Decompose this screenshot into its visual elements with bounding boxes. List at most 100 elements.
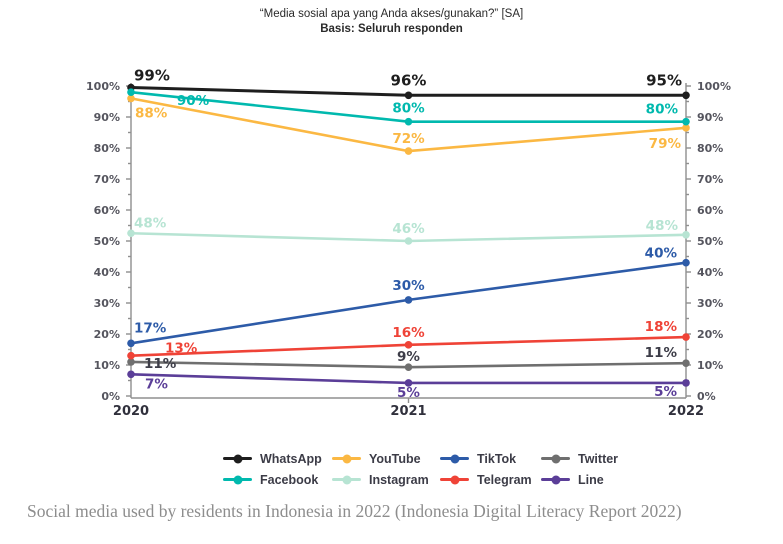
legend-item-whatsapp: WhatsApp (223, 451, 332, 466)
y-tick-label-right: 10% (697, 359, 723, 372)
y-tick-label-left: 50% (94, 235, 120, 248)
legend-label: Twitter (578, 451, 619, 466)
legend-line-dot-icon (223, 475, 252, 484)
value-label-twitter-2021: 9% (397, 349, 420, 365)
legend-dot-icon (450, 454, 459, 463)
x-axis-label: 2022 (668, 404, 704, 419)
series-instagram (127, 229, 690, 245)
point-line-2021 (404, 379, 413, 387)
value-label-tiktok-2021: 30% (392, 278, 425, 294)
y-tick-label-right: 0% (697, 390, 716, 403)
figure-caption: Social media used by residents in Indone… (27, 501, 682, 521)
y-tick-label-right: 30% (697, 297, 723, 310)
legend-item-instagram: Instagram (332, 472, 440, 487)
point-youtube-2022 (682, 124, 690, 132)
legend-line-dot-icon (541, 475, 570, 484)
y-tick-label-right: 50% (697, 235, 723, 248)
value-label-line-2022: 5% (654, 384, 677, 400)
y-tick-label-right: 100% (697, 80, 731, 93)
value-label-instagram-2022: 48% (646, 218, 679, 234)
point-whatsapp-2022 (682, 91, 690, 100)
y-tick-label-right: 20% (697, 328, 723, 341)
point-twitter-2021 (404, 363, 413, 371)
value-label-whatsapp-2020: 99% (134, 67, 170, 85)
value-label-youtube-2022: 79% (649, 136, 682, 152)
point-whatsapp-2021 (404, 91, 413, 100)
value-label-telegram-2022: 18% (645, 319, 678, 335)
series-twitter (127, 358, 690, 371)
chart-svg: 0% 0% 10% 10% 20% 20% 30% 30% 40% 40% 50% 50% 60% 60%… (86, 67, 731, 419)
chart-title: “Media sosial apa yang Anda akses/gunaka… (259, 8, 524, 20)
series-whatsapp (127, 83, 690, 100)
point-facebook-2022 (682, 117, 690, 126)
point-telegram-2020 (127, 351, 135, 360)
legend-dot-icon (342, 475, 351, 484)
value-label-telegram-2020: 13% (165, 341, 198, 357)
legend-label: Instagram (369, 472, 429, 487)
legend-label: TikTok (477, 451, 517, 466)
point-tiktok-2022 (682, 258, 690, 267)
value-label-facebook-2022: 80% (646, 102, 679, 118)
value-label-facebook-2021: 80% (392, 101, 425, 117)
chart-legend: WhatsApp YouTube TikTok Twitter Facebook Inst… (223, 451, 619, 487)
legend-dot-icon (551, 475, 560, 484)
legend-item-line: Line (541, 472, 618, 487)
value-label-youtube-2021: 72% (392, 131, 425, 147)
y-tick-label-left: 10% (94, 359, 120, 372)
value-label-instagram-2020: 48% (134, 215, 167, 231)
point-tiktok-2020 (127, 339, 135, 348)
y-tick-label-left: 0% (101, 390, 120, 403)
point-instagram-2021 (404, 237, 413, 245)
legend-line-dot-icon (223, 454, 252, 463)
value-label-line-2020: 7% (145, 376, 168, 392)
legend-label: Telegram (477, 472, 532, 487)
legend-line-dot-icon (440, 475, 469, 484)
value-label-telegram-2021: 16% (392, 325, 425, 341)
value-label-youtube-2020: 88% (135, 105, 168, 121)
x-axis-label: 2021 (390, 404, 426, 419)
x-axis-label: 2020 (113, 404, 149, 419)
value-label-twitter-2020: 11% (144, 356, 177, 372)
legend-item-facebook: Facebook (223, 473, 332, 487)
point-instagram-2022 (682, 231, 690, 239)
series-telegram (127, 333, 690, 360)
y-tick-label-left: 40% (94, 266, 120, 279)
point-facebook-2020 (127, 88, 135, 96)
y-tick-label-right: 60% (697, 204, 723, 217)
legend-dot-icon (450, 475, 459, 484)
legend-line-dot-icon (440, 454, 469, 463)
legend-label: Line (578, 472, 604, 487)
y-tick-labels: 0% 0% 10% 10% 20% 20% 30% 30% 40% 40% 50% 50% 60% 60%… (86, 80, 731, 403)
y-tick-label-left: 80% (94, 142, 120, 155)
y-tick-label-left: 100% (86, 80, 120, 93)
value-label-whatsapp-2021: 96% (391, 71, 427, 89)
point-twitter-2022 (682, 359, 690, 367)
legend-line-dot-icon (332, 475, 361, 484)
legend-dot-icon (233, 454, 242, 463)
line-chart: 0% 0% 10% 10% 20% 20% 30% 30% 40% 40% 50% 50% 60% 60%… (86, 67, 731, 419)
legend-item-tiktok: TikTok (440, 451, 541, 466)
y-tick-label-left: 70% (94, 173, 120, 186)
point-youtube-2020 (127, 94, 135, 103)
y-tick-label-left: 60% (94, 204, 120, 217)
point-line-2022 (682, 379, 690, 387)
legend-line-dot-icon (332, 454, 361, 463)
legend-dot-icon (233, 475, 242, 484)
legend-item-telegram: Telegram (440, 472, 541, 487)
legend-label: WhatsApp (260, 451, 322, 466)
point-telegram-2021 (404, 341, 413, 349)
legend-item-youtube: YouTube (332, 452, 440, 466)
y-tick-label-right: 80% (697, 142, 723, 155)
value-label-tiktok-2022: 40% (645, 246, 678, 262)
value-labels: 99% 96% 95% 90% 80% 80% 88% 72% 79% 48% 46% 48% 17% 3… (134, 67, 682, 401)
point-youtube-2021 (404, 147, 413, 155)
point-tiktok-2021 (404, 296, 413, 304)
value-label-twitter-2022: 11% (645, 345, 678, 361)
series-tiktok (127, 258, 690, 348)
point-line-2020 (127, 370, 135, 379)
legend-dot-icon (342, 454, 351, 463)
point-telegram-2022 (682, 333, 690, 341)
value-label-tiktok-2020: 17% (134, 320, 167, 336)
value-label-facebook-2020: 90% (177, 93, 210, 109)
